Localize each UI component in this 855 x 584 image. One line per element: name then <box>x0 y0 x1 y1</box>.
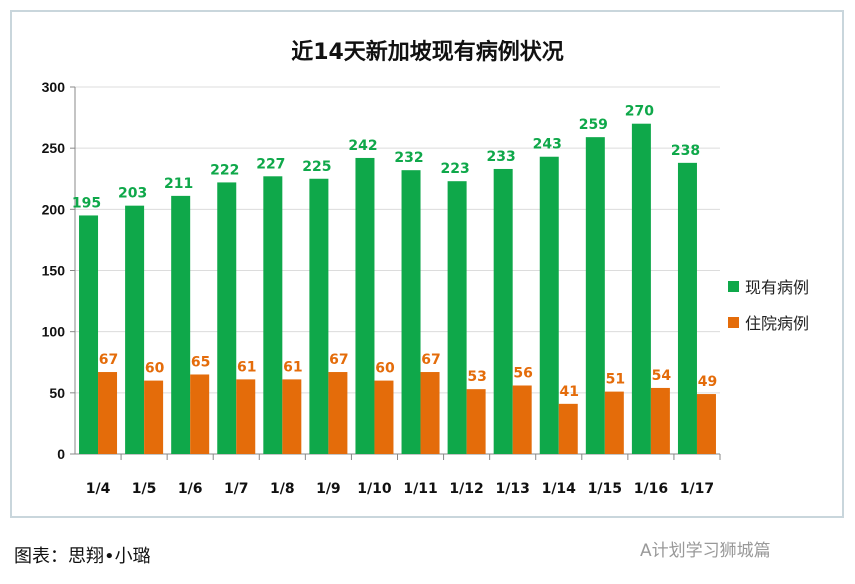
data-label: 54 <box>652 368 672 384</box>
legend-item-current: 现有病例 <box>728 268 809 304</box>
bar-current <box>79 215 99 454</box>
data-label: 56 <box>513 365 532 381</box>
data-label: 233 <box>487 149 516 165</box>
bar-current <box>631 123 651 454</box>
bar-hospitalized <box>512 385 532 454</box>
data-label: 49 <box>698 374 717 390</box>
y-tick-label: 100 <box>42 324 66 340</box>
bar-current <box>401 170 421 455</box>
x-tick-label: 1/6 <box>178 481 203 497</box>
bar-hospitalized <box>420 372 440 454</box>
data-label: 227 <box>256 156 285 172</box>
legend-label: 现有病例 <box>745 278 810 297</box>
chart-title: 近14天新加坡现有病例状况 <box>291 40 564 65</box>
watermark: A计划学习狮城篇 <box>640 541 771 561</box>
data-label: 53 <box>467 369 486 385</box>
x-tick-label: 1/7 <box>224 481 249 497</box>
y-tick-label: 200 <box>42 201 66 217</box>
x-tick-label: 1/17 <box>680 481 714 497</box>
bar-current <box>355 157 375 454</box>
bar-hospitalized <box>558 403 578 454</box>
data-label: 41 <box>560 384 579 400</box>
data-label: 211 <box>164 176 193 192</box>
bar-hospitalized <box>466 389 486 454</box>
x-tick-label: 1/8 <box>270 481 295 497</box>
bar-current <box>539 156 559 455</box>
y-tick-label: 150 <box>42 263 66 279</box>
data-label: 67 <box>99 352 118 368</box>
caption: 图表：思翔•小璐 <box>14 546 151 567</box>
legend-label: 住院病例 <box>745 314 810 333</box>
bar-current <box>171 195 191 455</box>
bar-hospitalized <box>696 394 716 454</box>
legend-swatch <box>728 280 739 292</box>
y-tick-label: 300 <box>42 79 66 95</box>
data-label: 67 <box>421 352 440 368</box>
bar-hospitalized <box>374 380 394 454</box>
x-tick-label: 1/9 <box>316 481 341 497</box>
bar-hospitalized <box>282 379 302 454</box>
bar-hospitalized <box>144 380 164 454</box>
data-label: 223 <box>440 161 469 177</box>
bar-current <box>217 182 237 455</box>
bar-hospitalized <box>650 387 670 454</box>
data-label: 222 <box>210 162 239 178</box>
x-tick-label: 1/10 <box>357 481 392 497</box>
y-tick-label: 50 <box>49 385 65 401</box>
legend: 现有病例 住院病例 <box>728 268 809 340</box>
data-label: 61 <box>283 359 302 375</box>
bar-hospitalized <box>328 372 348 454</box>
data-label: 203 <box>118 186 147 202</box>
legend-swatch <box>728 316 739 328</box>
bar-current <box>309 178 329 454</box>
data-label: 242 <box>348 138 377 154</box>
x-tick-label: 1/5 <box>132 481 157 497</box>
legend-item-hospitalized: 住院病例 <box>728 304 809 340</box>
bar-current <box>263 176 283 454</box>
x-tick-label: 1/11 <box>403 481 437 497</box>
data-label: 270 <box>625 104 654 120</box>
y-tick-label: 250 <box>42 140 66 156</box>
x-tick-label: 1/16 <box>634 481 668 497</box>
data-label: 60 <box>145 361 165 377</box>
bar-current <box>677 162 697 454</box>
bar-hospitalized <box>604 391 624 454</box>
bar-current <box>493 168 513 455</box>
data-label: 195 <box>72 195 101 211</box>
x-tick-label: 1/12 <box>449 481 483 497</box>
data-label: 243 <box>533 137 562 153</box>
data-label: 61 <box>237 359 256 375</box>
bar-current <box>585 137 605 454</box>
bar-current <box>125 205 145 454</box>
data-label: 67 <box>329 352 348 368</box>
bar-hospitalized <box>236 379 256 454</box>
data-label: 259 <box>579 117 608 133</box>
data-label: 225 <box>302 159 331 175</box>
bar-hospitalized <box>98 372 118 454</box>
data-label: 238 <box>671 143 700 159</box>
x-tick-label: 1/14 <box>542 481 577 497</box>
x-tick-label: 1/15 <box>588 481 622 497</box>
x-tick-label: 1/4 <box>86 481 111 497</box>
data-label: 232 <box>394 150 423 166</box>
data-label: 51 <box>606 372 625 388</box>
data-label: 60 <box>375 361 395 377</box>
bar-current <box>447 181 467 455</box>
data-label: 65 <box>191 354 210 370</box>
bar-hospitalized <box>190 374 210 454</box>
x-tick-label: 1/13 <box>496 481 530 497</box>
y-tick-label: 0 <box>57 446 65 462</box>
